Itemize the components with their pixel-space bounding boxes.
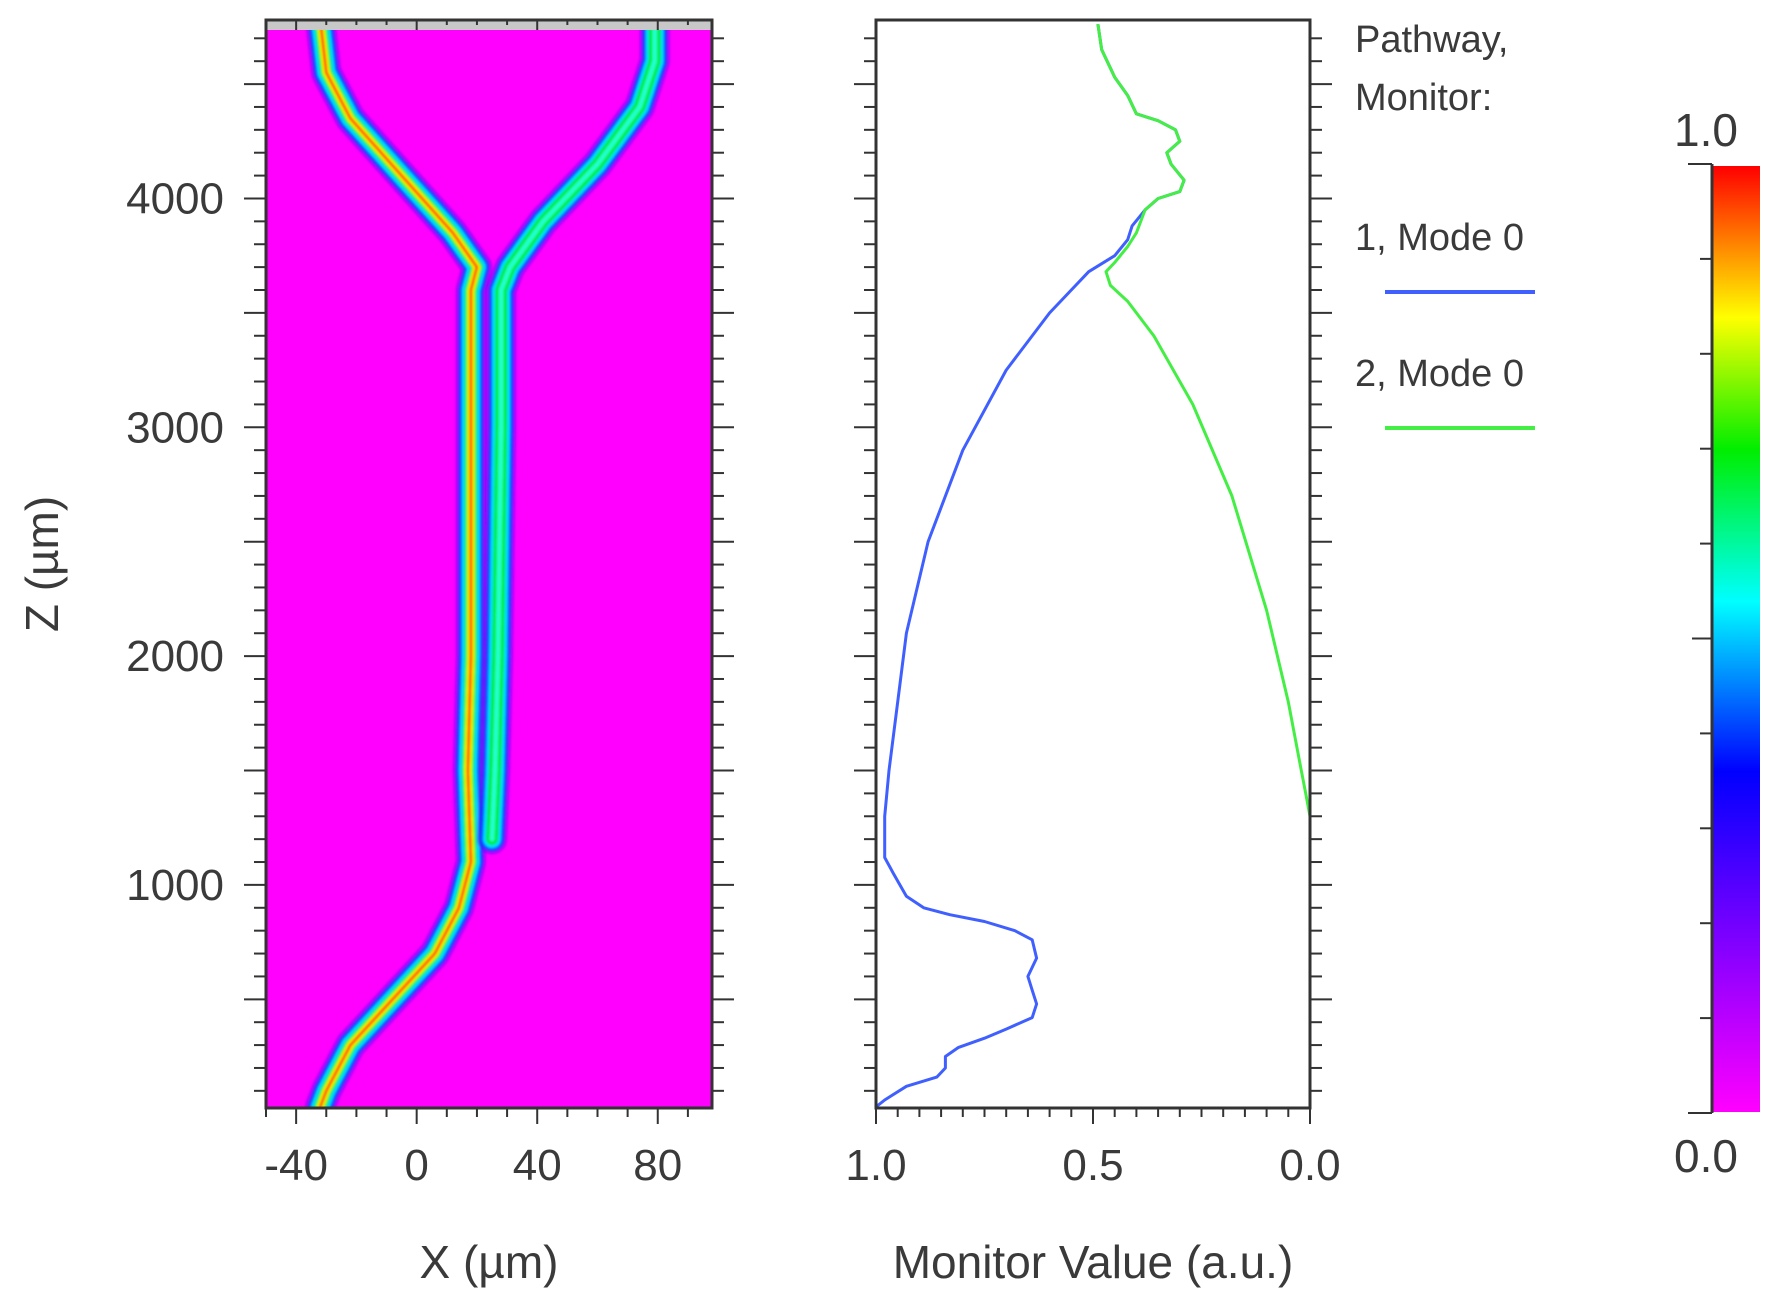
monitor-x-axis-title: Monitor Value (a.u.) — [893, 1236, 1294, 1288]
heatmap-x-tick-label: 40 — [513, 1141, 562, 1190]
legend-title-line2: Monitor: — [1355, 77, 1492, 119]
monitor-x-tick-label: 1.0 — [845, 1141, 906, 1190]
colorbar-gradient — [1712, 166, 1760, 1112]
heatmap-x-axis-title: X (µm) — [420, 1236, 559, 1288]
heatmap-x-tick-label: 80 — [633, 1141, 682, 1190]
monitor-plot-area — [876, 20, 1310, 1108]
monitor-x-tick-label: 0.0 — [1279, 1141, 1340, 1190]
colorbar-min-label: 0.0 — [1674, 1130, 1738, 1182]
legend-entry-1-label: 1, Mode 0 — [1355, 217, 1524, 259]
heatmap-y-tick-label: 2000 — [126, 632, 224, 681]
monitor-lines — [876, 24, 1310, 1108]
legend: Pathway, Monitor: 1, Mode 0 2, Mode 0 — [1355, 19, 1535, 430]
monitor-tick-labels: 1.0 0.5 0.0 — [845, 1141, 1340, 1190]
heatmap-x-tick-label: -40 — [264, 1141, 328, 1190]
heatmap-ticks — [244, 20, 734, 1124]
waveguide-2-layer-4 — [489, 30, 658, 842]
waveguide-field — [305, 30, 670, 1108]
heatmap-top-strip — [266, 20, 712, 30]
monitor-panel: 1.0 0.5 0.0 Monitor Value (a.u.) — [845, 18, 1341, 1288]
heatmap-y-tick-label: 3000 — [126, 403, 224, 452]
legend-entry-2-label: 2, Mode 0 — [1355, 353, 1524, 395]
monitor-series-2 — [1096, 24, 1310, 1107]
monitor-x-tick-label: 0.5 — [1062, 1141, 1123, 1190]
heatmap-tick-labels: -40 0 40 80 1000 2000 3000 4000 — [126, 174, 682, 1190]
heatmap-panel: -40 0 40 80 1000 2000 3000 4000 X (µm) Z (µm) — [16, 18, 734, 1288]
waveguide-1-layer-5 — [318, 30, 479, 1108]
legend-title-line1: Pathway, — [1355, 19, 1508, 61]
colorbar-ticks — [1688, 163, 1712, 1114]
heatmap-y-axis-title: Z (µm) — [16, 496, 68, 632]
monitor-ticks — [854, 37, 1332, 1124]
colorbar-max-label: 1.0 — [1674, 104, 1738, 156]
heatmap-y-tick-label: 1000 — [126, 861, 224, 910]
colorbar: 1.0 0.0 — [1674, 104, 1760, 1182]
heatmap-x-tick-label: 0 — [404, 1141, 428, 1190]
heatmap-y-tick-label: 4000 — [126, 174, 224, 223]
